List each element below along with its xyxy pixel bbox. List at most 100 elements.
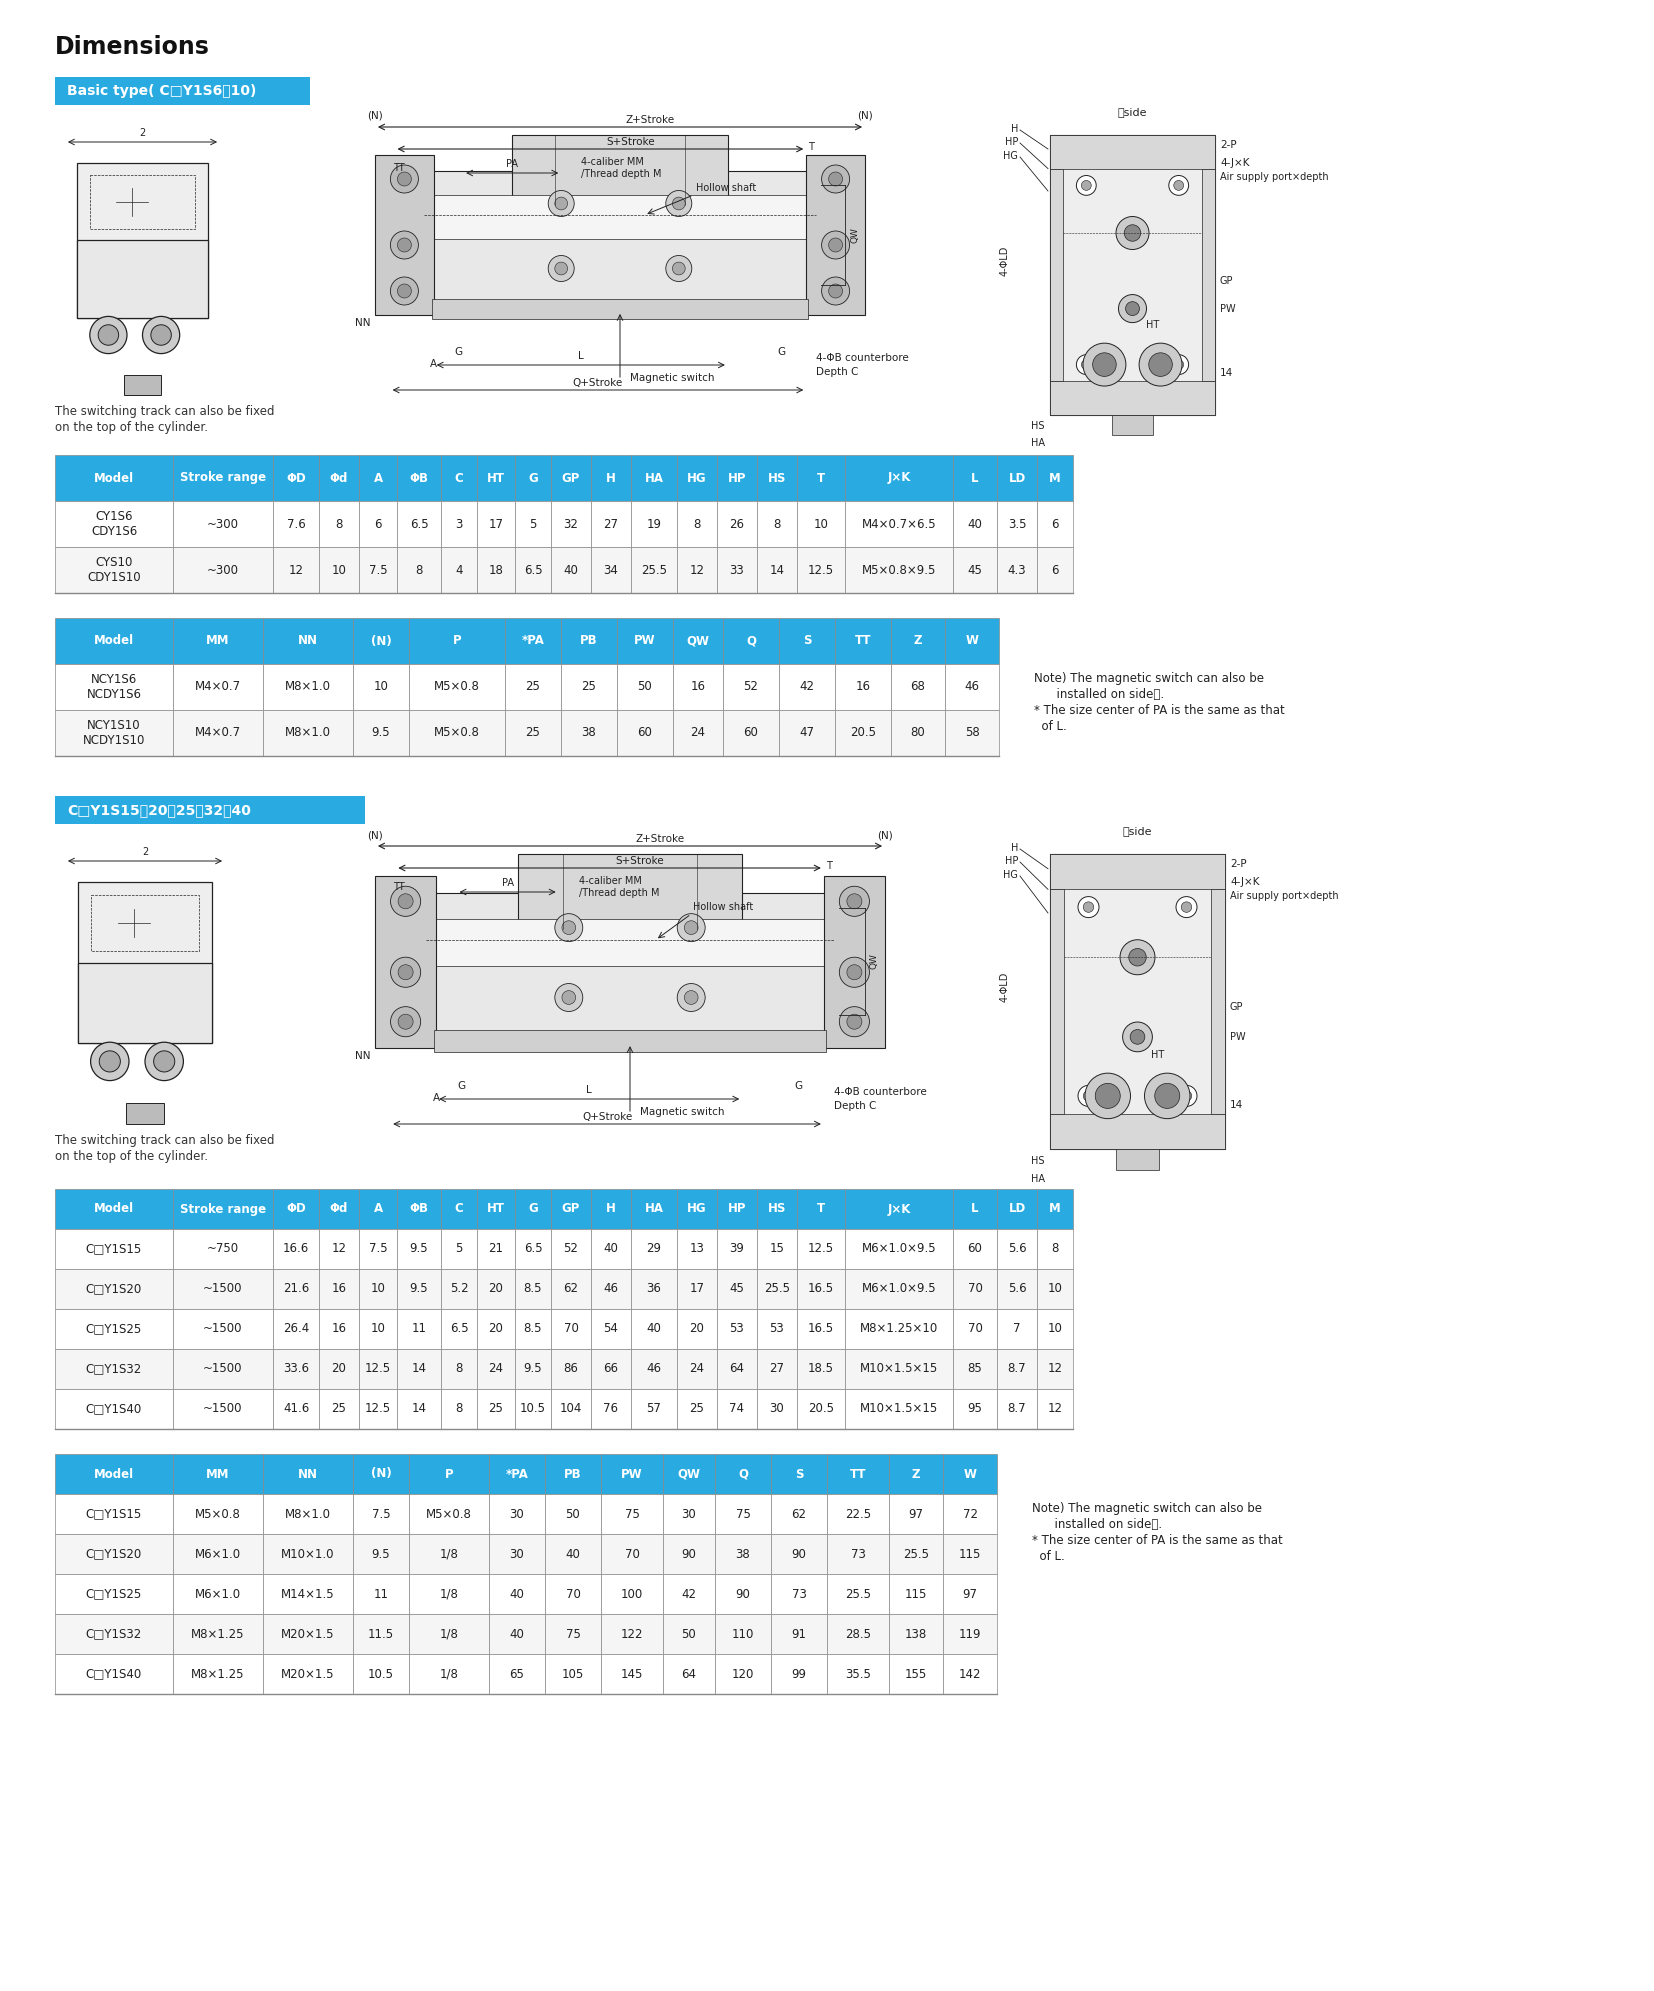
Text: 16: 16 — [855, 681, 870, 693]
Bar — [319, 456, 359, 502]
Bar — [1037, 1189, 1073, 1228]
Bar — [442, 1189, 476, 1228]
Text: 97: 97 — [908, 1507, 923, 1521]
Bar — [263, 617, 352, 665]
Bar — [55, 1493, 174, 1533]
Circle shape — [1093, 352, 1116, 376]
Bar — [676, 456, 716, 502]
Text: G: G — [794, 1081, 802, 1091]
Bar — [409, 1615, 490, 1655]
Bar — [55, 1575, 174, 1615]
Text: 8: 8 — [455, 1402, 463, 1416]
Text: The switching track can also be fixed: The switching track can also be fixed — [55, 404, 275, 418]
Bar — [590, 456, 630, 502]
Text: /Thread depth M: /Thread depth M — [581, 169, 662, 179]
Text: M5×0.8: M5×0.8 — [433, 681, 480, 693]
Text: T: T — [809, 141, 814, 151]
Bar — [174, 1308, 273, 1350]
Bar — [546, 1453, 600, 1493]
Bar — [716, 502, 758, 548]
Text: 20.5: 20.5 — [809, 1402, 834, 1416]
Bar — [845, 502, 953, 548]
Text: 119: 119 — [959, 1627, 981, 1641]
Circle shape — [99, 1051, 121, 1071]
Text: M5×0.8: M5×0.8 — [433, 727, 480, 739]
Bar — [476, 1228, 514, 1268]
Text: HA: HA — [1030, 1173, 1045, 1183]
Text: Air supply port×depth: Air supply port×depth — [1221, 171, 1328, 181]
Text: 75: 75 — [566, 1627, 581, 1641]
Bar — [433, 918, 825, 966]
Text: M8×1.0: M8×1.0 — [284, 1507, 331, 1521]
Text: 4-J×K: 4-J×K — [1231, 876, 1259, 888]
Text: PW: PW — [1231, 1031, 1245, 1041]
Bar — [845, 548, 953, 593]
Text: installed on sideⒶ.: installed on sideⒶ. — [1032, 1517, 1163, 1531]
Text: of L.: of L. — [1034, 721, 1067, 733]
Bar — [551, 548, 590, 593]
Bar — [359, 548, 397, 593]
Bar — [546, 1615, 600, 1655]
Text: (N): (N) — [857, 111, 873, 121]
Bar — [663, 1615, 715, 1655]
Text: 70: 70 — [625, 1547, 640, 1561]
Text: 25: 25 — [690, 1402, 705, 1416]
Text: 42: 42 — [681, 1587, 696, 1601]
Bar — [397, 1308, 442, 1350]
Circle shape — [839, 1007, 870, 1037]
Text: T: T — [817, 472, 825, 484]
Bar — [663, 1655, 715, 1694]
Bar — [845, 1228, 953, 1268]
Bar — [1050, 169, 1064, 382]
Circle shape — [1095, 1083, 1120, 1109]
Text: A: A — [430, 358, 437, 368]
Bar — [319, 1390, 359, 1430]
Text: 9.5: 9.5 — [410, 1242, 428, 1256]
Text: 46: 46 — [964, 681, 979, 693]
Text: 8: 8 — [455, 1362, 463, 1376]
Bar — [771, 1575, 827, 1615]
Text: on the top of the cylinder.: on the top of the cylinder. — [55, 420, 208, 434]
Bar — [1037, 1228, 1073, 1268]
Text: 6.5: 6.5 — [410, 518, 428, 530]
Text: G: G — [528, 472, 538, 484]
Text: 1/8: 1/8 — [440, 1587, 458, 1601]
Bar — [546, 1533, 600, 1575]
Text: HP: HP — [1004, 856, 1017, 866]
Bar — [263, 1655, 352, 1694]
Bar — [174, 1615, 263, 1655]
Text: 30: 30 — [681, 1507, 696, 1521]
Text: HT: HT — [1146, 321, 1159, 331]
Circle shape — [676, 914, 705, 942]
Bar — [997, 502, 1037, 548]
Circle shape — [676, 984, 705, 1011]
Text: M4×0.7: M4×0.7 — [195, 681, 241, 693]
Text: HG: HG — [686, 472, 706, 484]
Bar — [78, 962, 212, 1043]
Text: G: G — [528, 1203, 538, 1215]
Text: 4-ΦLD: 4-ΦLD — [1001, 245, 1011, 277]
Bar — [600, 1615, 663, 1655]
Text: HS: HS — [767, 1203, 786, 1215]
Bar — [797, 456, 845, 502]
Text: M6×1.0: M6×1.0 — [195, 1587, 241, 1601]
Bar — [771, 1453, 827, 1493]
Text: 142: 142 — [959, 1668, 981, 1680]
Bar — [91, 175, 195, 229]
Text: HP: HP — [728, 472, 746, 484]
Bar — [943, 1453, 997, 1493]
Text: J×K: J×K — [887, 1203, 911, 1215]
Bar — [78, 241, 208, 317]
Text: 14: 14 — [1231, 1099, 1244, 1109]
Bar — [551, 502, 590, 548]
Text: 22.5: 22.5 — [845, 1507, 872, 1521]
Bar — [824, 876, 885, 1047]
Bar — [953, 502, 997, 548]
Text: GP: GP — [562, 472, 581, 484]
Text: C□Y1S40: C□Y1S40 — [86, 1402, 142, 1416]
Circle shape — [1078, 1085, 1098, 1107]
Bar — [397, 1350, 442, 1390]
Circle shape — [1083, 342, 1126, 386]
Text: Z: Z — [911, 1467, 920, 1481]
Text: Stroke range: Stroke range — [180, 472, 266, 484]
